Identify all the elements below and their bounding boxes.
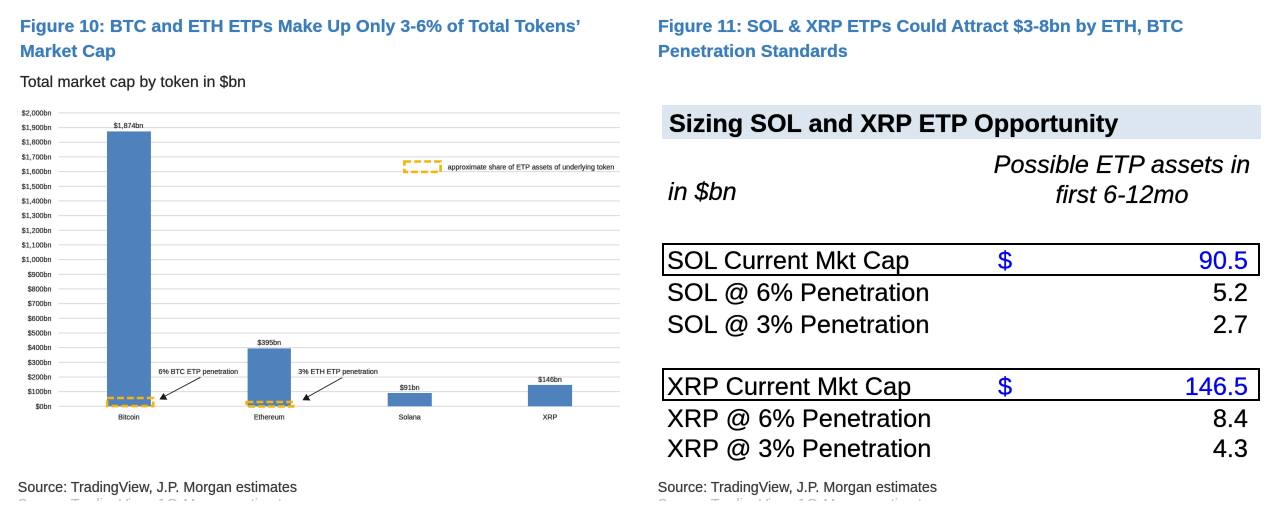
svg-text:$500bn: $500bn <box>28 330 52 338</box>
svg-text:$100bn: $100bn <box>28 388 52 396</box>
svg-text:Solana: Solana <box>399 414 421 422</box>
svg-text:$0bn: $0bn <box>36 403 52 411</box>
svg-text:$800bn: $800bn <box>28 285 52 293</box>
svg-text:Ethereum: Ethereum <box>254 414 285 422</box>
svg-text:$1,600bn: $1,600bn <box>22 168 52 176</box>
svg-text:$2,000bn: $2,000bn <box>22 109 52 117</box>
svg-text:XRP: XRP <box>543 414 558 422</box>
svg-text:$900bn: $900bn <box>28 271 52 279</box>
svg-text:$91bn: $91bn <box>400 384 420 392</box>
svg-text:$600bn: $600bn <box>28 315 52 323</box>
svg-text:$1,100bn: $1,100bn <box>22 241 52 249</box>
svg-text:3% ETH ETP penetration: 3% ETH ETP penetration <box>298 368 378 376</box>
svg-text:$1,400bn: $1,400bn <box>22 197 52 205</box>
svg-text:$200bn: $200bn <box>28 374 52 382</box>
svg-text:$700bn: $700bn <box>28 300 52 308</box>
svg-text:$1,700bn: $1,700bn <box>22 153 52 161</box>
svg-text:Bitcoin: Bitcoin <box>118 414 139 422</box>
svg-text:6% BTC ETP penetration: 6% BTC ETP penetration <box>159 368 239 376</box>
svg-text:$1,000bn: $1,000bn <box>22 256 52 264</box>
svg-text:$300bn: $300bn <box>28 359 52 367</box>
svg-text:approximate share of ETP asset: approximate share of ETP assets of under… <box>448 164 615 172</box>
svg-text:$400bn: $400bn <box>28 344 52 352</box>
svg-text:$1,874bn: $1,874bn <box>114 122 144 130</box>
svg-text:$1,300bn: $1,300bn <box>22 212 52 220</box>
svg-text:$1,200bn: $1,200bn <box>22 227 52 235</box>
svg-text:$1,800bn: $1,800bn <box>22 139 52 147</box>
svg-text:$1,500bn: $1,500bn <box>22 183 52 191</box>
svg-text:$1,900bn: $1,900bn <box>22 124 52 132</box>
svg-text:$146bn: $146bn <box>538 376 562 384</box>
svg-text:$395bn: $395bn <box>257 339 281 347</box>
